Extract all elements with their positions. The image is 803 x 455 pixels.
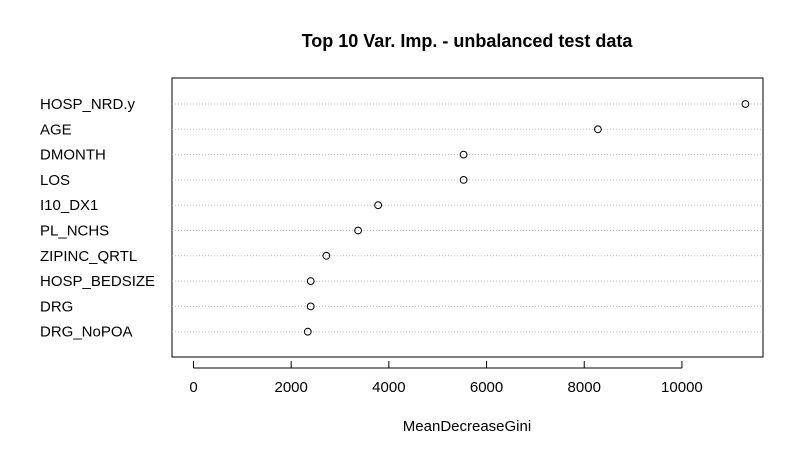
data-point <box>374 201 383 210</box>
data-point <box>354 226 362 235</box>
category-label: HOSP_BEDSIZE <box>40 273 155 290</box>
x-tick-label: 2000 <box>274 379 307 396</box>
category-labels: HOSP_NRD.y AGE DMONTH LOS I10_DX1 PL_NCHS ZIPI… <box>40 96 155 341</box>
category-label: HOSP_NRD.y <box>40 96 136 113</box>
x-axis: 0 2000 4000 6000 8000 10000 <box>189 361 703 396</box>
data-point <box>741 100 750 108</box>
x-tick-label: 4000 <box>372 379 405 396</box>
category-label: LOS <box>40 172 70 189</box>
data-point <box>459 176 468 184</box>
data-point <box>306 277 315 286</box>
x-tick-label: 8000 <box>568 379 601 396</box>
category-label: ZIPINC_QRTL <box>40 248 137 265</box>
plot-frame <box>171 77 764 358</box>
data-point <box>322 251 331 260</box>
category-label: DMONTH <box>40 147 106 164</box>
x-tick-label: 10000 <box>661 379 703 396</box>
category-label: DRG <box>40 298 73 315</box>
data-point <box>594 125 602 134</box>
x-axis-label: MeanDecreaseGini <box>403 418 531 435</box>
chart-title: Top 10 Var. Imp. - unbalanced test data <box>302 31 634 51</box>
category-label: AGE <box>40 121 72 138</box>
data-point <box>306 302 315 311</box>
category-label: DRG_NoPOA <box>40 324 133 341</box>
x-tick-label: 6000 <box>470 379 503 396</box>
data-point <box>459 150 468 159</box>
guide-lines <box>172 103 763 333</box>
category-label: I10_DX1 <box>40 197 98 214</box>
data-points <box>303 100 750 336</box>
category-label: PL_NCHS <box>40 223 109 240</box>
x-tick-label: 0 <box>189 379 197 396</box>
data-point <box>303 327 312 336</box>
